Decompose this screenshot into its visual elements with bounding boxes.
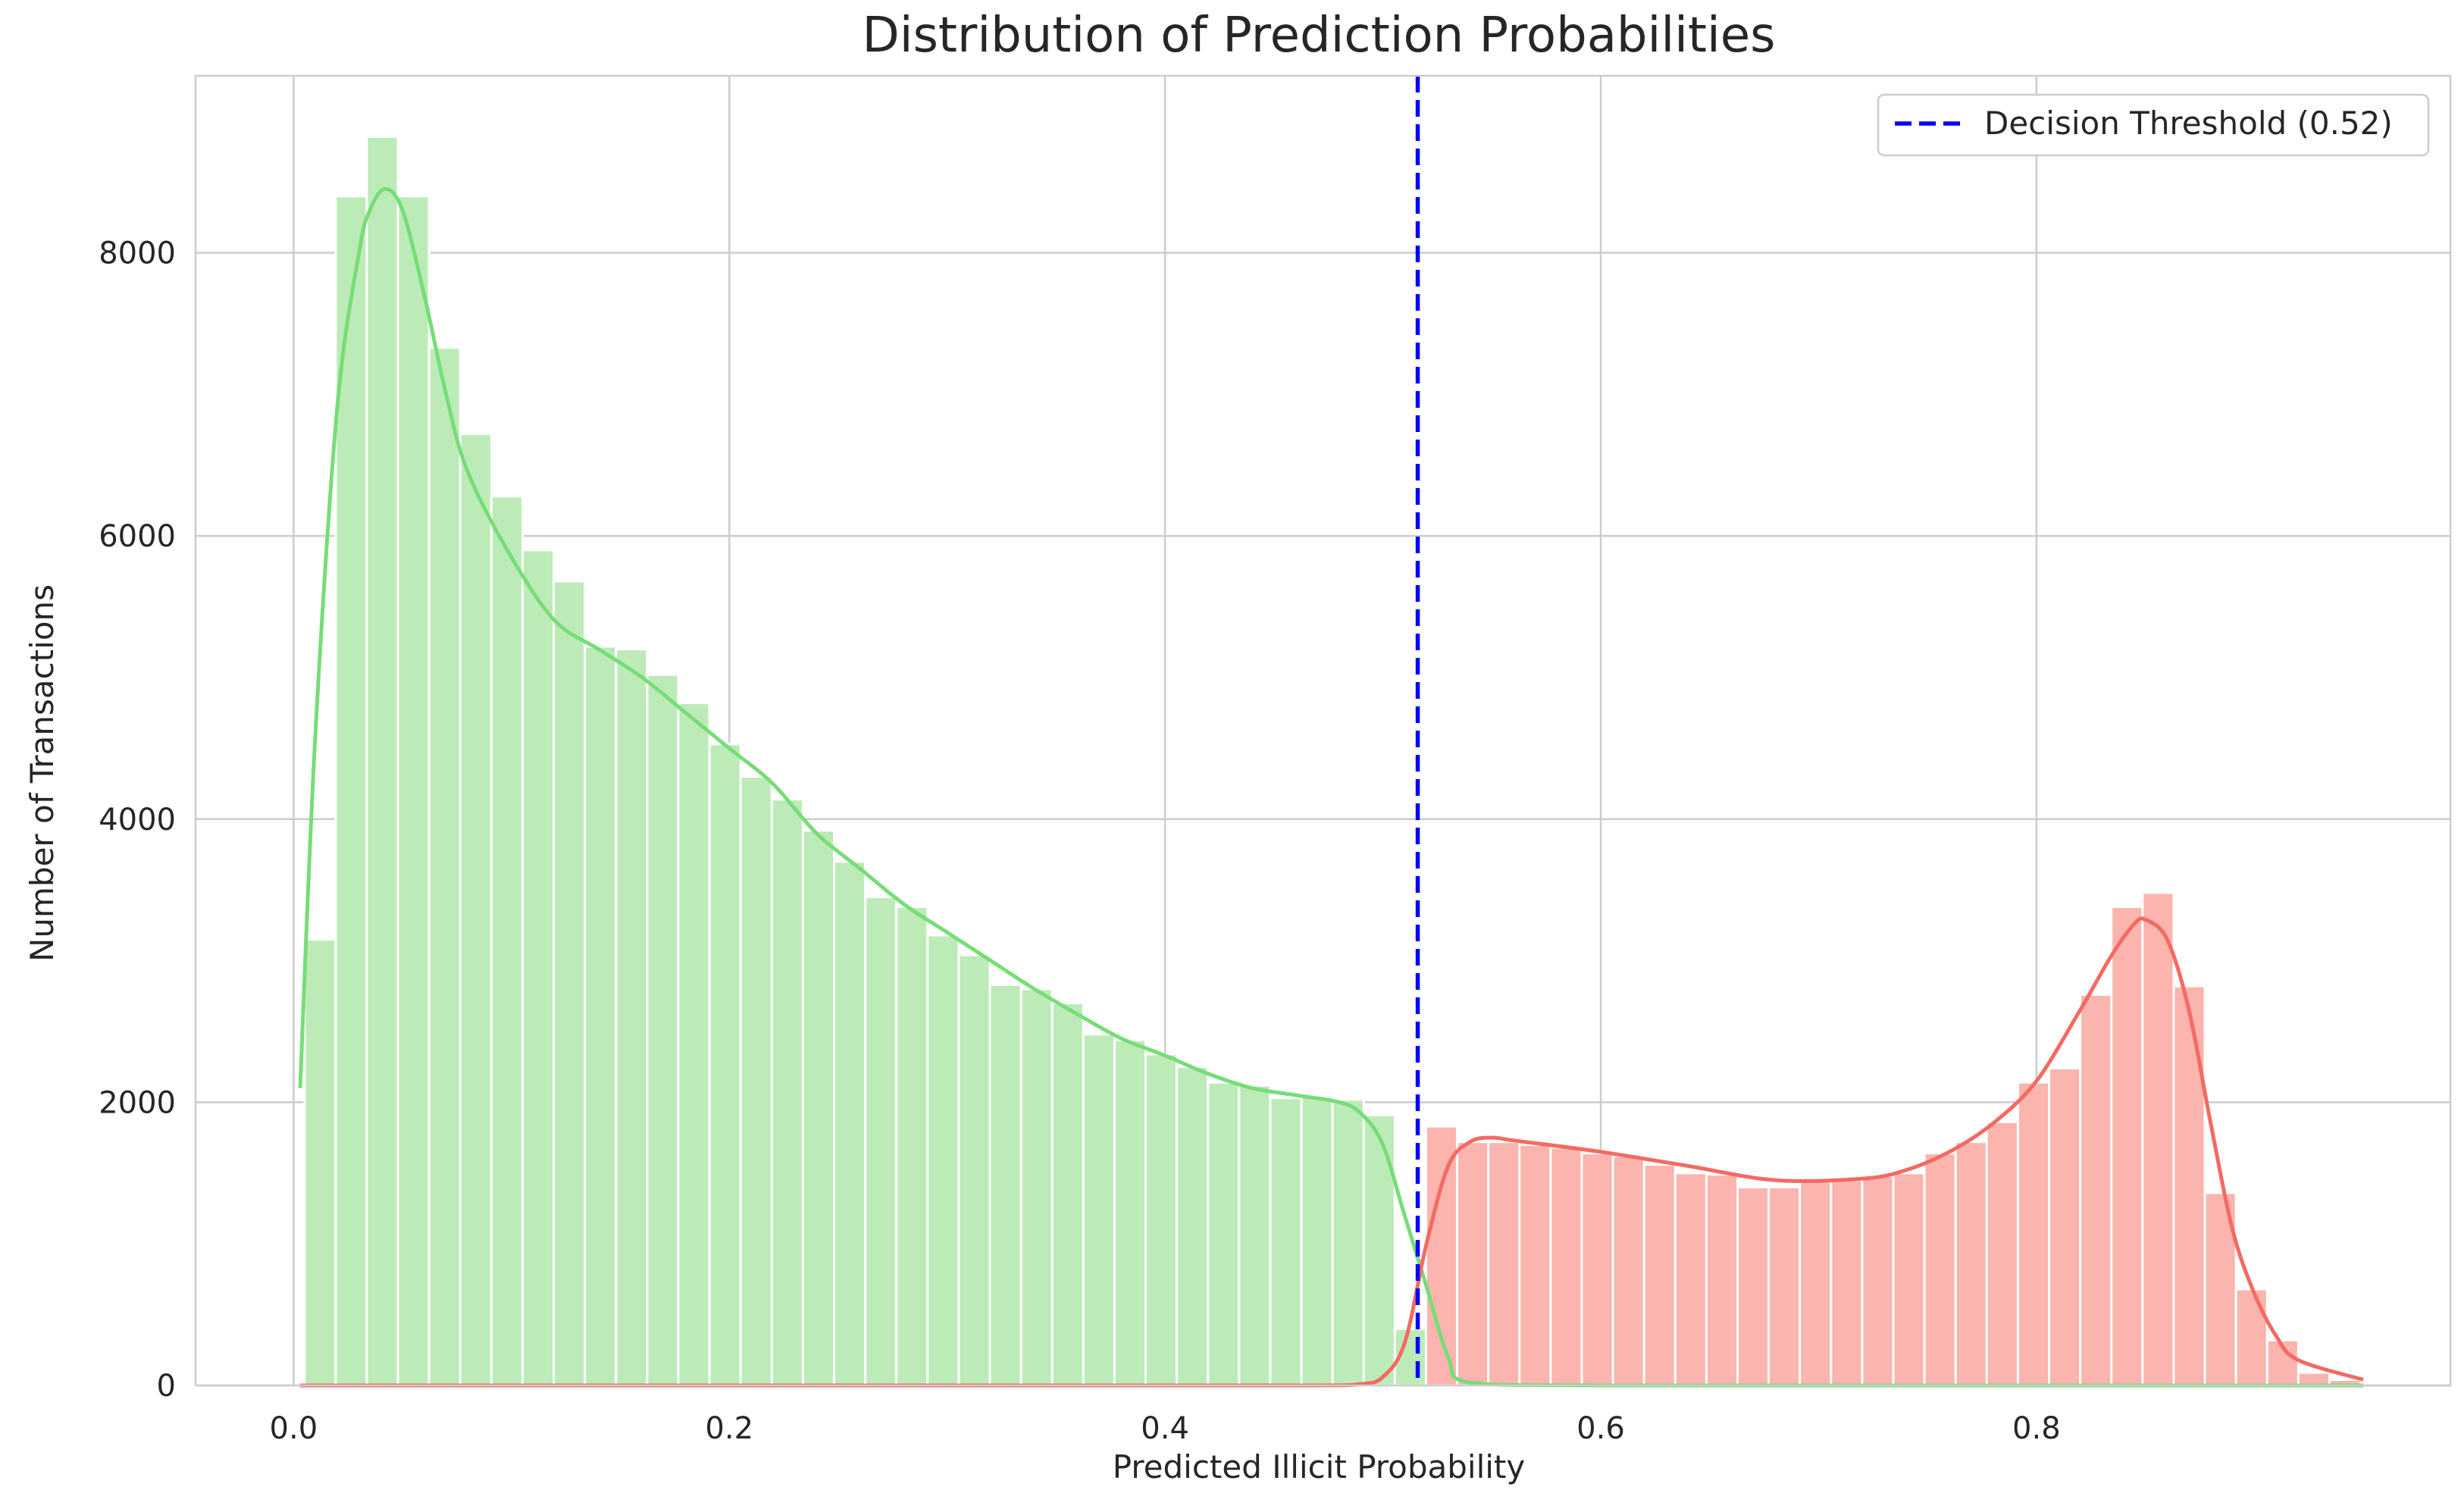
y-tick-label: 4000 [99, 803, 176, 837]
x-tick-label: 0.2 [705, 1411, 753, 1446]
licit-bar [1144, 1053, 1179, 1387]
plot-area [194, 74, 2452, 1388]
licit-bar [801, 829, 835, 1387]
licit-bar [584, 645, 618, 1387]
illicit-bar [2110, 906, 2144, 1387]
illicit-bar [1736, 1185, 1771, 1387]
illicit-bar [1767, 1185, 1802, 1387]
licit-bar [303, 938, 337, 1387]
x-axis-label: Predicted Illicit Probability [1113, 1448, 1526, 1485]
illicit-bar [1456, 1141, 1490, 1387]
illicit-bar [1861, 1175, 1895, 1387]
licit-bar [646, 673, 680, 1387]
licit-bar [739, 775, 773, 1387]
illicit-bar [1985, 1121, 2019, 1387]
licit-bar [615, 648, 649, 1387]
y-axis-label: Number of Transactions [23, 584, 61, 962]
illicit-bar [1892, 1172, 1926, 1387]
licit-bar [1238, 1084, 1272, 1387]
licit-bar [1207, 1081, 1241, 1387]
licit-bar [396, 195, 431, 1387]
illicit-bar [1705, 1173, 1739, 1387]
licit-bar [521, 549, 556, 1387]
y-tick-label: 6000 [99, 519, 176, 554]
y-tick-label: 2000 [99, 1085, 176, 1120]
licit-bar [1300, 1095, 1334, 1387]
licit-bar [1019, 988, 1054, 1387]
illicit-bar [1487, 1141, 1521, 1387]
y-tick-label: 8000 [99, 236, 176, 271]
legend: Decision Threshold (0.52) [1877, 93, 2430, 157]
licit-bar [770, 798, 804, 1387]
licit-bar [864, 896, 898, 1387]
licit-bar [926, 934, 960, 1387]
licit-bar [1082, 1033, 1116, 1387]
illicit-bar [1611, 1154, 1645, 1387]
licit-bar [365, 135, 399, 1387]
y-axis-ticks: 0 2000 4000 6000 8000 [99, 236, 176, 1404]
illicit-bar [1674, 1172, 1708, 1387]
illicit-bar [2172, 985, 2206, 1387]
illicit-bar [1830, 1179, 1864, 1387]
licit-bar [988, 983, 1022, 1387]
legend-box [1877, 93, 2430, 157]
illicit-bar [2141, 891, 2175, 1387]
licit-bar [427, 346, 462, 1387]
licit-kde-curve [298, 186, 2363, 1388]
illicit-bar [1642, 1163, 1677, 1387]
illicit-bar [1518, 1143, 1552, 1387]
chart-title: Distribution of Prediction Probabilities [863, 8, 1776, 64]
plot-frame [194, 74, 2452, 1387]
licit-bar [895, 906, 929, 1387]
illicit-bar [1549, 1146, 1583, 1387]
licit-bar [1113, 1038, 1148, 1387]
licit-bar [490, 495, 524, 1387]
legend-threshold-label: Decision Threshold (0.52) [1984, 105, 2393, 142]
illicit-bar [1580, 1152, 1614, 1387]
licit-bar [832, 860, 867, 1387]
illicit-bar [2048, 1067, 2082, 1387]
x-tick-label: 0.4 [1141, 1411, 1189, 1446]
illicit-bar [1923, 1152, 1957, 1387]
licit-bar [677, 702, 711, 1387]
licit-bar [1176, 1066, 1210, 1387]
x-tick-label: 0.8 [2012, 1411, 2061, 1446]
x-tick-label: 0.0 [270, 1411, 318, 1446]
illicit-bar [1954, 1141, 1988, 1387]
y-tick-label: 0 [157, 1369, 176, 1404]
illicit-bar [2079, 993, 2113, 1387]
licit-bar [1269, 1097, 1303, 1387]
licit-bar [1050, 1002, 1085, 1387]
illicit-bar [2297, 1371, 2331, 1387]
licit-bar [1362, 1113, 1396, 1387]
illicit-bar [2016, 1081, 2051, 1387]
licit-bar [708, 743, 742, 1387]
licit-bar [459, 433, 493, 1387]
illicit-bar [1799, 1180, 1833, 1387]
histogram-bars [303, 135, 2362, 1387]
x-axis-ticks: 0.0 0.2 0.4 0.6 0.8 [270, 1411, 2061, 1446]
illicit-bar [1424, 1125, 1459, 1387]
licit-bar [1331, 1098, 1365, 1387]
x-tick-label: 0.6 [1576, 1411, 1625, 1446]
illicit-bar [2234, 1288, 2268, 1387]
licit-bar [553, 580, 587, 1387]
licit-bar [957, 953, 991, 1387]
